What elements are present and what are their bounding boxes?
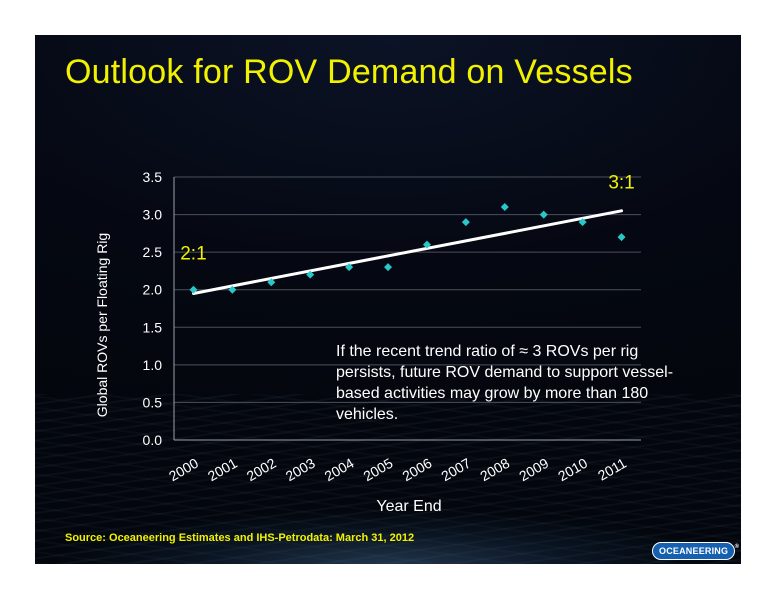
data-point (500, 203, 509, 212)
data-point (539, 210, 548, 219)
y-tick-label: 2.0 (143, 282, 163, 298)
logo-text: OCEANEERING (659, 546, 729, 556)
x-tick-label: 2011 (595, 455, 629, 484)
data-point (228, 285, 237, 294)
y-tick-label: 1.0 (143, 357, 163, 373)
y-tick-label: 3.5 (143, 169, 163, 185)
data-point (617, 233, 626, 242)
x-tick-label: 2004 (322, 455, 357, 485)
y-tick-label: 0.0 (143, 432, 163, 448)
gridlines (174, 176, 641, 403)
x-tick-labels: 2000 2001 2002 2003 2004 2005 2006 2007 2008 2009… (166, 455, 629, 485)
ratio-annotation: 3:1 (608, 172, 634, 193)
x-tick-label: 2009 (516, 455, 551, 485)
data-point (578, 218, 587, 227)
x-tick-label: 2001 (205, 455, 240, 485)
x-tick-label: 2006 (399, 455, 434, 485)
slide: Outlook for ROV Demand on Vessels 0.0 0.5… (35, 35, 741, 564)
x-tick-label: 2008 (477, 455, 512, 485)
trendline (191, 209, 624, 295)
data-point (384, 263, 393, 272)
x-tick-label: 2002 (244, 455, 279, 485)
x-tick-label: 2010 (555, 455, 590, 485)
x-tick-label: 2005 (361, 455, 396, 485)
oceaneering-logo: OCEANEERING ® (652, 542, 739, 560)
data-point (306, 270, 315, 279)
trendline-group (191, 209, 624, 295)
x-tick-label: 2000 (166, 455, 201, 485)
x-tick-label: 2007 (438, 455, 473, 485)
data-point (345, 263, 354, 272)
x-tick-label: 2003 (283, 455, 318, 485)
underwater-background (35, 394, 741, 564)
data-point (422, 240, 431, 249)
x-axis-label: Year End (376, 498, 441, 515)
axes (173, 177, 641, 441)
y-tick-label: 3.0 (143, 207, 163, 223)
data-point (189, 285, 198, 294)
annotations: 2:1 3:1 (180, 172, 635, 264)
y-tick-label: 0.5 (143, 394, 163, 410)
trend-note: If the recent trend ratio of ≈ 3 ROVs pe… (336, 343, 674, 423)
registered-mark: ® (734, 544, 740, 550)
data-points (189, 203, 626, 294)
y-tick-label: 2.5 (143, 244, 163, 260)
data-point (267, 278, 276, 287)
y-tick-label: 1.5 (143, 319, 163, 335)
data-point (461, 218, 470, 227)
source-note: Source: Oceaneering Estimates and IHS-Pe… (65, 532, 415, 544)
ratio-annotation: 2:1 (180, 244, 206, 265)
y-axis-label: Global ROVs per Floating Rig (94, 233, 110, 417)
scatter-chart: 0.00.51.01.52.02.53.03.5 2000 2001 2002 200… (94, 169, 641, 515)
y-tick-labels: 0.0 0.5 1.0 1.5 2.0 2.5 3.0 3.5 (143, 169, 163, 448)
slide-title: Outlook for ROV Demand on Vessels (65, 53, 633, 91)
